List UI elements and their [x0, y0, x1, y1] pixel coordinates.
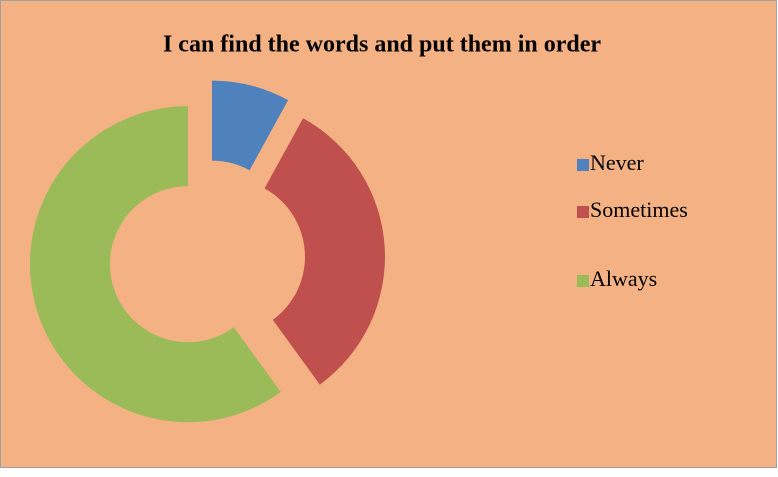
chart-title: I can find the words and put them in ord… — [163, 32, 601, 58]
doughnut-segment — [211, 80, 289, 171]
legend-swatch — [577, 275, 589, 287]
legend-swatch — [577, 159, 589, 171]
legend-swatch — [577, 206, 589, 218]
doughnut-segment — [264, 118, 385, 385]
legend-label: Never — [590, 150, 644, 175]
doughnut-segment — [29, 106, 281, 423]
legend-label: Always — [590, 266, 657, 291]
legend-label: Sometimes — [590, 197, 688, 222]
